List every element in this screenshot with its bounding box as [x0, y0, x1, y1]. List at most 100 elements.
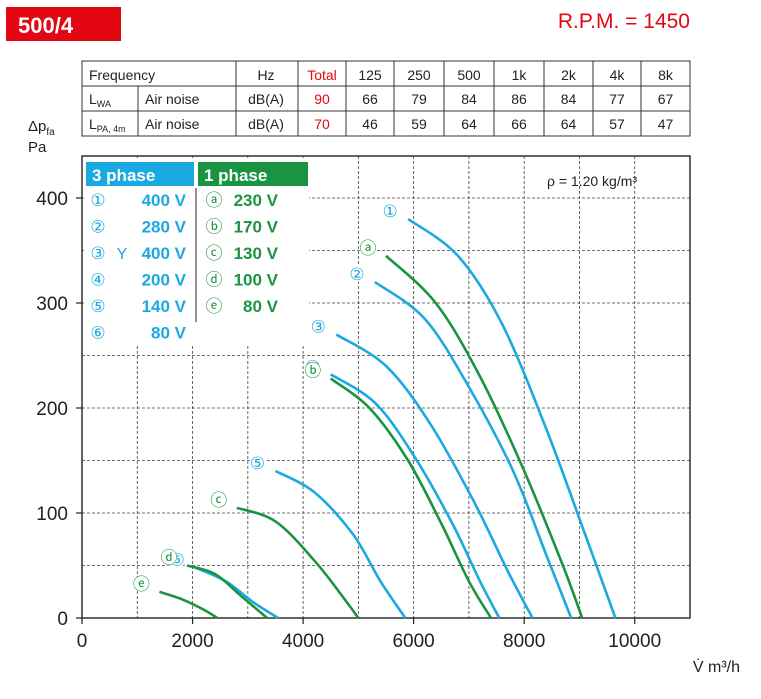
table-cell: 84 [561, 91, 577, 107]
series-line-5 [194, 566, 279, 620]
legend-3phase-mark: ④ [90, 271, 105, 290]
series-marker-bg [249, 455, 266, 471]
series-marker-label: ③ [311, 318, 326, 337]
legend-1phase-mark: ⓑ [206, 218, 223, 237]
series-marker-label: ⓒ [210, 491, 227, 510]
table-border [81, 60, 691, 137]
legend-1phase-mark: ⓓ [206, 271, 223, 290]
table-row-label: LWA [89, 91, 111, 109]
series-marker-label: ⑤ [250, 454, 265, 473]
legend-3phase-header [86, 162, 194, 186]
legend-1phase-voltage: 130 V [234, 244, 279, 263]
legend-1phase-title: 1 phase [204, 166, 267, 185]
x-tick-label: 0 [77, 631, 88, 652]
y-tick-label: 300 [36, 294, 68, 315]
table-header-band: 8k [658, 67, 674, 83]
y-tick-label: 200 [36, 399, 68, 420]
series-line-10 [158, 590, 219, 620]
series-marker-bg [310, 318, 327, 335]
table-row-desc: Air noise [145, 116, 200, 132]
table-cell: 86 [511, 91, 527, 107]
table-cell: 77 [609, 91, 625, 107]
series-marker-bg [133, 575, 150, 592]
legend-1phase-mark: ⓔ [206, 297, 223, 316]
table-header-band: 4k [610, 67, 626, 83]
table-row-label: LPA, 4m [89, 116, 126, 134]
table-cell: 47 [658, 116, 674, 132]
legend-3phase-voltage: 140 V [142, 297, 187, 316]
table-header-band: 125 [358, 67, 382, 83]
y-axis-unit: Pa [28, 139, 47, 156]
legend-1phase-header [198, 162, 308, 186]
table-cell: 66 [362, 91, 378, 107]
table-cell: 79 [411, 91, 427, 107]
legend-3phase-mark: ⑤ [90, 297, 105, 316]
model-badge [6, 7, 121, 41]
series-marker-bg [360, 239, 376, 256]
legend-3phase-voltage: 80 V [151, 324, 187, 343]
legend-1phase-voltage: 170 V [234, 218, 279, 237]
legend-3phase-mark: ③ [90, 244, 105, 263]
legend-3phase-voltage: 400 V [142, 244, 187, 263]
legend-3phase-mark: ① [90, 191, 105, 210]
series-line-1 [374, 280, 573, 619]
table-row-unit: dB(A) [248, 116, 284, 132]
x-tick-label: 6000 [392, 631, 434, 652]
series-line-2 [335, 333, 534, 619]
series-marker-bg [304, 362, 321, 379]
table-cell: 64 [461, 116, 477, 132]
table-header-band: 500 [457, 67, 481, 83]
table-header-band: 250 [407, 67, 431, 83]
series-line-6 [385, 254, 584, 619]
x-tick-label: 4000 [282, 631, 324, 652]
legend-1phase-voltage: 100 V [234, 271, 279, 290]
table-cell: 67 [658, 91, 674, 107]
legend-3phase-voltage: 280 V [142, 218, 187, 237]
series-marker-bg [161, 549, 178, 566]
legend-1phase-voltage: 80 V [243, 297, 279, 316]
legend-3phase-title: 3 phase [92, 166, 155, 185]
legend-3phase-voltage: 200 V [142, 271, 187, 290]
plot-frame [81, 155, 691, 619]
series-line-4 [274, 469, 407, 619]
series-marker-bg [348, 266, 365, 282]
series-marker-label: ⓓ [161, 549, 178, 568]
x-axis-title: V̇ m³/h [693, 658, 740, 676]
legend: 3 phase 1 phase ① 400 V ② 280 V ③ Y 400 V ④ 200 V ⑤… [84, 158, 309, 346]
table-header-total: Total [307, 67, 337, 83]
table-cell: 46 [362, 116, 378, 132]
series-marker-label: ⓔ [133, 575, 150, 594]
table-cell: 59 [411, 116, 427, 132]
x-tick-label: 10000 [608, 631, 661, 652]
table-cell: 57 [609, 116, 625, 132]
table-cell: 66 [511, 116, 527, 132]
table-row-desc: Air noise [145, 91, 200, 107]
series-marker-label: ① [382, 202, 397, 221]
table-row-total: 70 [314, 116, 330, 132]
series-marker-bg [210, 491, 227, 508]
legend-1phase-mark: ⓐ [206, 191, 223, 210]
x-tick-label: 8000 [503, 631, 545, 652]
legend-3phase-voltage: 400 V [142, 191, 187, 210]
legend-3phase-star: Y [117, 246, 128, 263]
series-marker-label: ② [349, 265, 364, 284]
table-header-band: 1k [512, 67, 528, 83]
y-axis-title: Δpfa [28, 118, 55, 138]
y-tick-label: 0 [57, 609, 68, 630]
model-label: 500/4 [18, 13, 74, 38]
y-tick-label: 400 [36, 189, 68, 210]
table-cell: 64 [561, 116, 577, 132]
y-tick-label: 100 [36, 504, 68, 525]
series-marker-label: ⓐ [360, 239, 377, 258]
legend-3phase-mark: ② [90, 218, 105, 237]
rpm-label: R.P.M. = 1450 [558, 10, 690, 33]
table-cell: 84 [461, 91, 477, 107]
series-marker-bg [382, 203, 399, 219]
table-header-band: 2k [561, 67, 577, 83]
table-row-unit: dB(A) [248, 91, 284, 107]
table-row-total: 90 [314, 91, 330, 107]
x-tick-label: 2000 [171, 631, 213, 652]
density-note: ρ = 1.20 kg/m³ [547, 173, 637, 189]
